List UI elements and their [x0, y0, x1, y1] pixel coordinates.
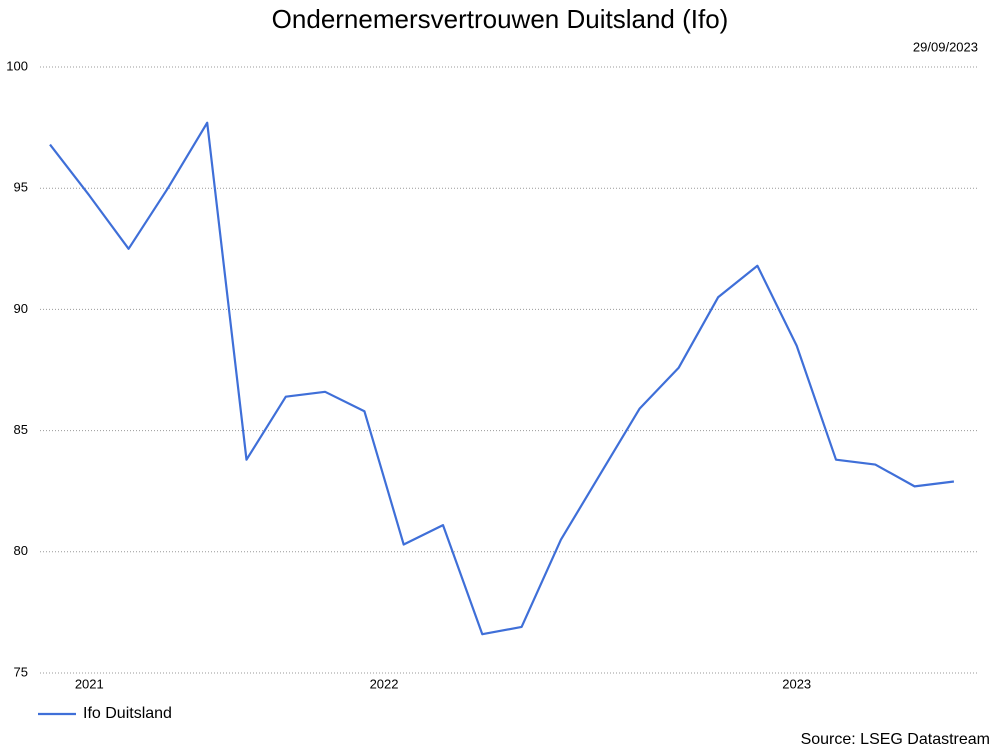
y-tick-label: 95	[14, 180, 28, 195]
x-tick-label: 2023	[782, 676, 811, 691]
date-label: 29/09/2023	[913, 39, 978, 54]
line	[49, 121, 955, 636]
x-tick-label: 2022	[370, 676, 399, 691]
y-tick-label: 75	[14, 664, 28, 679]
y-tick-label: 90	[14, 301, 28, 316]
chart-title: Ondernemersvertrouwen Duitsland (Ifo)	[272, 4, 729, 34]
source-label: Source: LSEG Datastream	[801, 731, 990, 748]
y-tick-label: 100	[6, 58, 28, 73]
legend-label: Ifo Duitsland	[83, 705, 172, 722]
y-tick-label: 80	[14, 543, 28, 558]
x-tick-label: 2021	[75, 676, 104, 691]
y-tick-label: 85	[14, 422, 28, 437]
